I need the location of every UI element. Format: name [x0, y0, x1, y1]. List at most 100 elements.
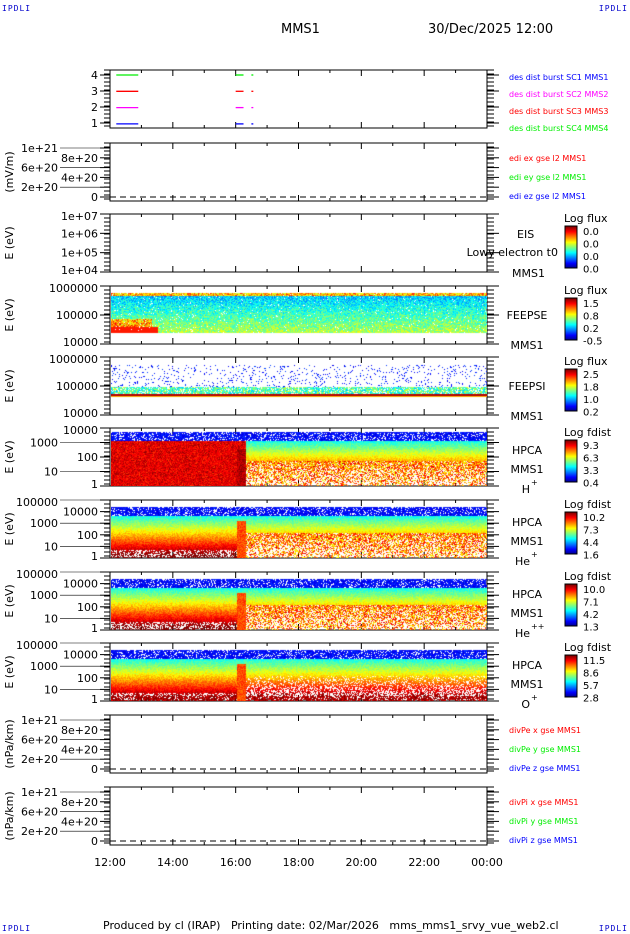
colorbar-tick-label: 6.3	[583, 454, 599, 465]
colorbar-step	[565, 335, 577, 337]
colorbar-step	[565, 323, 577, 325]
colorbar-step	[565, 371, 577, 373]
legend-entry: divPe x gse MMS1	[509, 726, 581, 735]
colorbar-step	[565, 541, 577, 543]
corner-label-br: IPDLI	[598, 924, 628, 933]
spacecraft-label: MMS1	[511, 410, 544, 423]
colorbar-tick-label: 11.5	[583, 656, 605, 667]
colorbar-step	[565, 513, 577, 515]
y-tick-label: 1	[91, 117, 98, 130]
colorbar-step	[565, 235, 577, 237]
y-tick-label: 10	[44, 466, 58, 479]
legend-entry: divPi x gse MMS1	[509, 798, 578, 807]
y-tick-label: 1e+21	[21, 786, 58, 799]
y-tick-label: 1	[91, 622, 98, 635]
y-tick-label: 10000	[63, 407, 98, 420]
colorbar-step	[565, 442, 577, 444]
colorbar-step	[565, 606, 577, 608]
colorbar-step	[565, 679, 577, 681]
colorbar-step	[565, 241, 577, 243]
colorbar-step	[565, 514, 577, 516]
colorbar-tick-label: 4.2	[583, 610, 599, 621]
colorbar-tick-label: 0.2	[583, 324, 599, 335]
colorbar-step	[565, 690, 577, 692]
colorbar-step	[565, 317, 577, 319]
colorbar-frame	[564, 225, 578, 269]
spacecraft-label: MMS1	[511, 463, 544, 476]
colorbar-step	[565, 406, 577, 408]
x-tick-label: 00:00	[471, 856, 503, 869]
colorbar-step	[565, 300, 577, 302]
colorbar-step	[565, 402, 577, 404]
x-tick-label: 14:00	[157, 856, 189, 869]
colorbar-step	[565, 689, 577, 691]
colorbar-step	[565, 463, 577, 465]
y-axis-label: E (eV)	[3, 369, 16, 402]
colorbar-step	[565, 589, 577, 591]
colorbar-step	[565, 388, 577, 390]
colorbar-step	[565, 659, 577, 661]
colorbar-step	[565, 600, 577, 602]
colorbar-step	[565, 471, 577, 473]
colorbar-step	[565, 252, 577, 254]
colorbar-step	[565, 249, 577, 251]
y-tick-label: 1000	[30, 589, 58, 602]
panel-frame-divpe	[109, 714, 488, 774]
colorbar-step	[565, 263, 577, 265]
colorbar-title: Log flux	[564, 355, 608, 368]
colorbar-step	[565, 617, 577, 619]
colorbar-step	[565, 536, 577, 538]
colorbar-step	[565, 595, 577, 597]
colorbar-step	[565, 674, 577, 676]
colorbar-step	[565, 455, 577, 457]
colorbar-step	[565, 250, 577, 252]
y-tick-label: 1e+21	[21, 142, 58, 155]
colorbar-step	[565, 331, 577, 333]
colorbar-step	[565, 245, 577, 247]
y-tick-label: 100000	[16, 639, 58, 652]
colorbar-step	[565, 472, 577, 474]
colorbar-step	[565, 453, 577, 455]
legend-entry: divPe y gse MMS1	[509, 745, 581, 754]
colorbar-step	[565, 619, 577, 621]
instrument-label: HPCA	[512, 516, 543, 529]
colorbar-step	[565, 597, 577, 599]
colorbar-step	[565, 329, 577, 331]
colorbar-step	[565, 468, 577, 470]
y-tick-label: 0	[91, 763, 98, 776]
colorbar-step	[565, 384, 577, 386]
colorbar-frame	[564, 511, 578, 555]
colorbar-step	[565, 540, 577, 542]
colorbar-step	[565, 610, 577, 612]
x-tick-label: 22:00	[408, 856, 440, 869]
colorbar-step	[565, 333, 577, 335]
colorbar-step	[565, 378, 577, 380]
colorbar-step	[565, 665, 577, 667]
colorbar-step	[565, 656, 577, 658]
y-tick-label: 2	[91, 101, 98, 114]
colorbar-tick-label: 0.0	[583, 227, 599, 238]
colorbar-step	[565, 229, 577, 231]
colorbar-step	[565, 531, 577, 533]
colorbar-step	[565, 609, 577, 611]
y-tick-label: 10000	[63, 506, 98, 519]
species-label: O	[521, 698, 530, 711]
legend-entry: des dist burst SC1 MMS1	[509, 73, 608, 82]
colorbar-step	[565, 307, 577, 309]
y-tick-label: 10	[44, 612, 58, 625]
colorbar-step	[565, 403, 577, 405]
colorbar-step	[565, 374, 577, 376]
colorbar-step	[565, 462, 577, 464]
colorbar-step	[565, 518, 577, 520]
colorbar-step	[565, 383, 577, 385]
y-tick-label: 1000000	[49, 282, 98, 295]
spectrogram-hpca_he1	[111, 501, 487, 558]
colorbar-step	[565, 395, 577, 397]
colorbar-step	[565, 588, 577, 590]
colorbar-step	[565, 525, 577, 527]
colorbar-step	[565, 232, 577, 234]
colorbar-step	[565, 394, 577, 396]
colorbar-step	[565, 306, 577, 308]
colorbar-step	[565, 669, 577, 671]
panel-frame-divpi	[109, 786, 488, 846]
